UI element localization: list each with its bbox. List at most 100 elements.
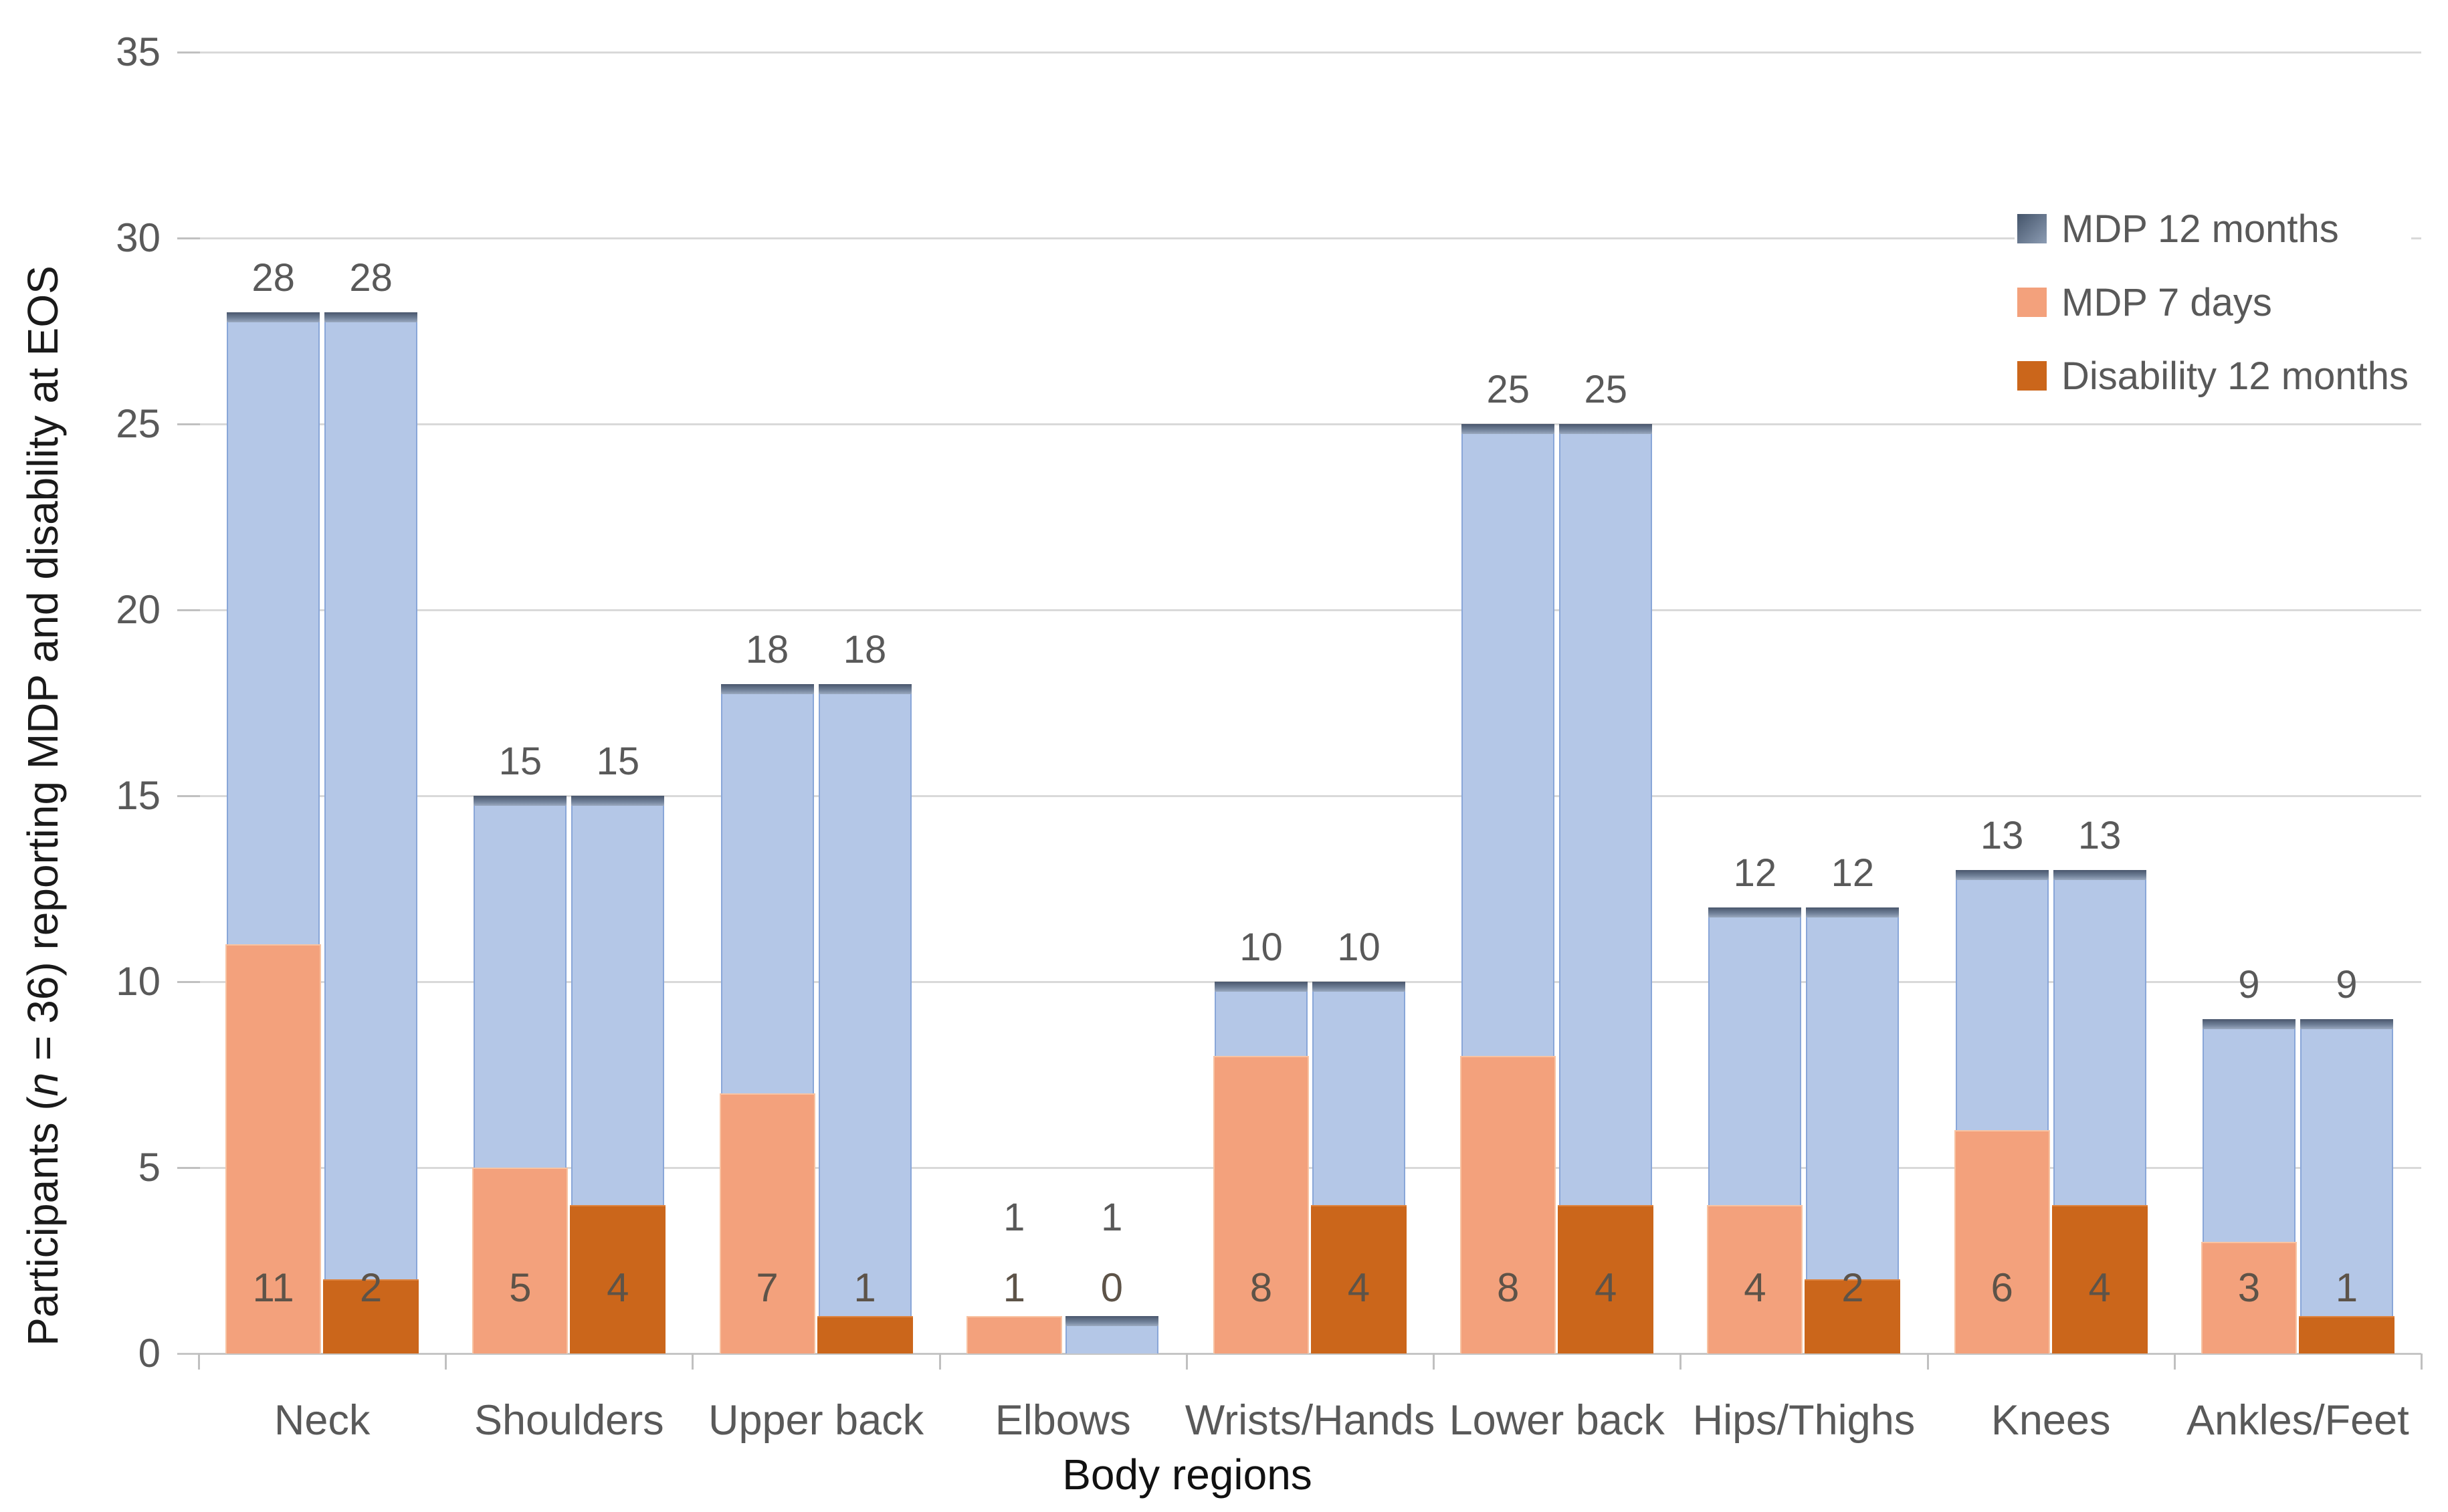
y-tick-label: 30 [116,215,161,260]
y-axis-tick [177,1167,200,1169]
bar-pair: 10 8 10 4 [1213,52,1407,1354]
bar-value-label-mdp12: 18 [843,628,887,672]
gridline [199,609,2421,611]
bar-slot: 28 11 [225,52,322,1354]
bar-value-label-mdp12: 28 [349,256,393,300]
category-label: Upper back [708,1397,924,1444]
y-tick-label: 25 [116,401,161,446]
legend-item: MDP 12 months [2017,205,2409,253]
bar-group: 13 6 13 4 [1928,52,2174,1354]
y-axis-tick [177,51,200,53]
y-tick-label: 20 [116,587,161,632]
bar-top-cap [474,796,567,806]
disability-overlay-bar [1558,1204,1654,1354]
x-axis-tick [2421,1354,2423,1370]
mdp12-bar [324,312,418,1354]
bar-group: 15 5 15 4 [445,52,692,1354]
bar-value-label-mdp12: 1 [1003,1196,1025,1239]
plot-area: 28 11 28 2 15 5 15 4 18 7 18 1 1 1 1 0 10 8 10 4 25 8 25 4 12 4 12… [177,51,2423,1370]
bar-top-cap [2053,870,2146,881]
category-label: Wrists/Hands [1185,1397,1435,1444]
disability-overlay-bar [323,1279,419,1354]
x-axis-tick [445,1354,447,1370]
disability-overlay-bar [570,1204,666,1354]
bar-slot: 15 5 [472,52,569,1354]
bar-top-cap [1312,982,1405,992]
bar-top-cap [2202,1018,2296,1029]
bar-value-label-overlay: 0 [1100,1265,1123,1310]
bar-top-cap [1214,982,1308,992]
mdp7-overlay-bar [2201,1242,2297,1354]
bar-value-label-overlay: 5 [509,1265,532,1310]
mdp7-overlay-bar [472,1168,569,1354]
bar-value-label-mdp12: 12 [1831,851,1875,895]
mdp7-overlay-bar [225,944,322,1354]
bar-value-label-overlay: 11 [252,1265,294,1310]
bar-value-label-overlay: 8 [1497,1265,1520,1310]
bar-value-label-mdp12: 9 [2336,962,2358,1006]
bar-value-label-overlay: 4 [2088,1265,2111,1310]
gridline [199,237,2421,239]
y-axis-tick [177,609,200,611]
y-axis-title-text: Participants ( [19,1096,67,1346]
bar-value-label-mdp12: 25 [1584,368,1627,411]
bar-top-cap [1708,907,1802,917]
gridline [199,981,2421,983]
bar-value-label-overlay: 1 [853,1265,876,1310]
y-axis-tick [177,981,200,983]
bar-value-label-overlay: 7 [756,1265,779,1310]
x-axis-tick [1185,1354,1188,1370]
legend-item: Disability 12 months [2017,352,2409,400]
mdp12-bar [2300,1018,2393,1354]
x-axis-line [177,1353,2421,1355]
bar-slot: 18 1 [817,52,913,1354]
bar-top-cap [720,684,814,695]
mdp7-overlay-bar [966,1316,1062,1354]
bar-value-label-mdp12: 28 [251,256,295,300]
bar-value-label-overlay: 6 [1991,1265,2013,1310]
bar-value-label-overlay: 2 [359,1265,383,1310]
bar-value-label-overlay: 3 [2237,1265,2261,1310]
bar-group: 18 7 18 1 [692,52,939,1354]
category-label: Elbows [995,1397,1131,1444]
bar-top-cap [571,796,665,806]
bar-value-label-overlay: 2 [1841,1265,1864,1310]
bar-pair: 28 11 28 2 [225,52,419,1354]
bar-value-label-mdp12: 15 [498,740,542,783]
gridline [199,1167,2421,1169]
bar-pair: 12 4 12 2 [1707,52,1901,1354]
bar-top-cap [227,312,320,323]
bar-value-label-mdp12: 10 [1239,926,1283,969]
gridline [199,423,2421,425]
disability-overlay-bar [817,1316,913,1354]
bar-group: 28 11 28 2 [199,52,445,1354]
bar-slot: 15 4 [570,52,666,1354]
bar-value-label-mdp12: 1 [1101,1196,1123,1239]
category-label: Hips/Thighs [1692,1397,1916,1444]
y-tick-label: 5 [138,1145,161,1190]
mdp7-overlay-bar [1954,1130,2050,1354]
mdp7-overlay-bar [1213,1056,1309,1354]
bar-value-label-overlay: 1 [1003,1265,1025,1310]
bar-value-label-overlay: 4 [607,1265,629,1310]
bar-value-label-mdp12: 10 [1337,926,1381,969]
bar-value-label-overlay: 4 [1347,1265,1370,1310]
category-label: Neck [274,1397,371,1444]
bar-top-cap [1065,1316,1158,1327]
bar-pair: 15 5 15 4 [472,52,666,1354]
legend-swatch-icon [2017,214,2047,243]
x-axis-tick [692,1354,694,1370]
y-axis-tick-labels: 0 5 10 15 20 25 30 35 [0,31,161,1374]
mdp12-bar [1806,907,1900,1354]
bar-slot: 25 8 [1460,52,1556,1354]
y-axis-tick [177,423,200,425]
bar-group: 12 4 12 2 [1680,52,1927,1354]
bar-top-cap [818,684,912,695]
bar-slot: 10 4 [1310,52,1407,1354]
bar-top-cap [2300,1018,2393,1029]
bar-value-label-mdp12: 18 [745,628,789,672]
